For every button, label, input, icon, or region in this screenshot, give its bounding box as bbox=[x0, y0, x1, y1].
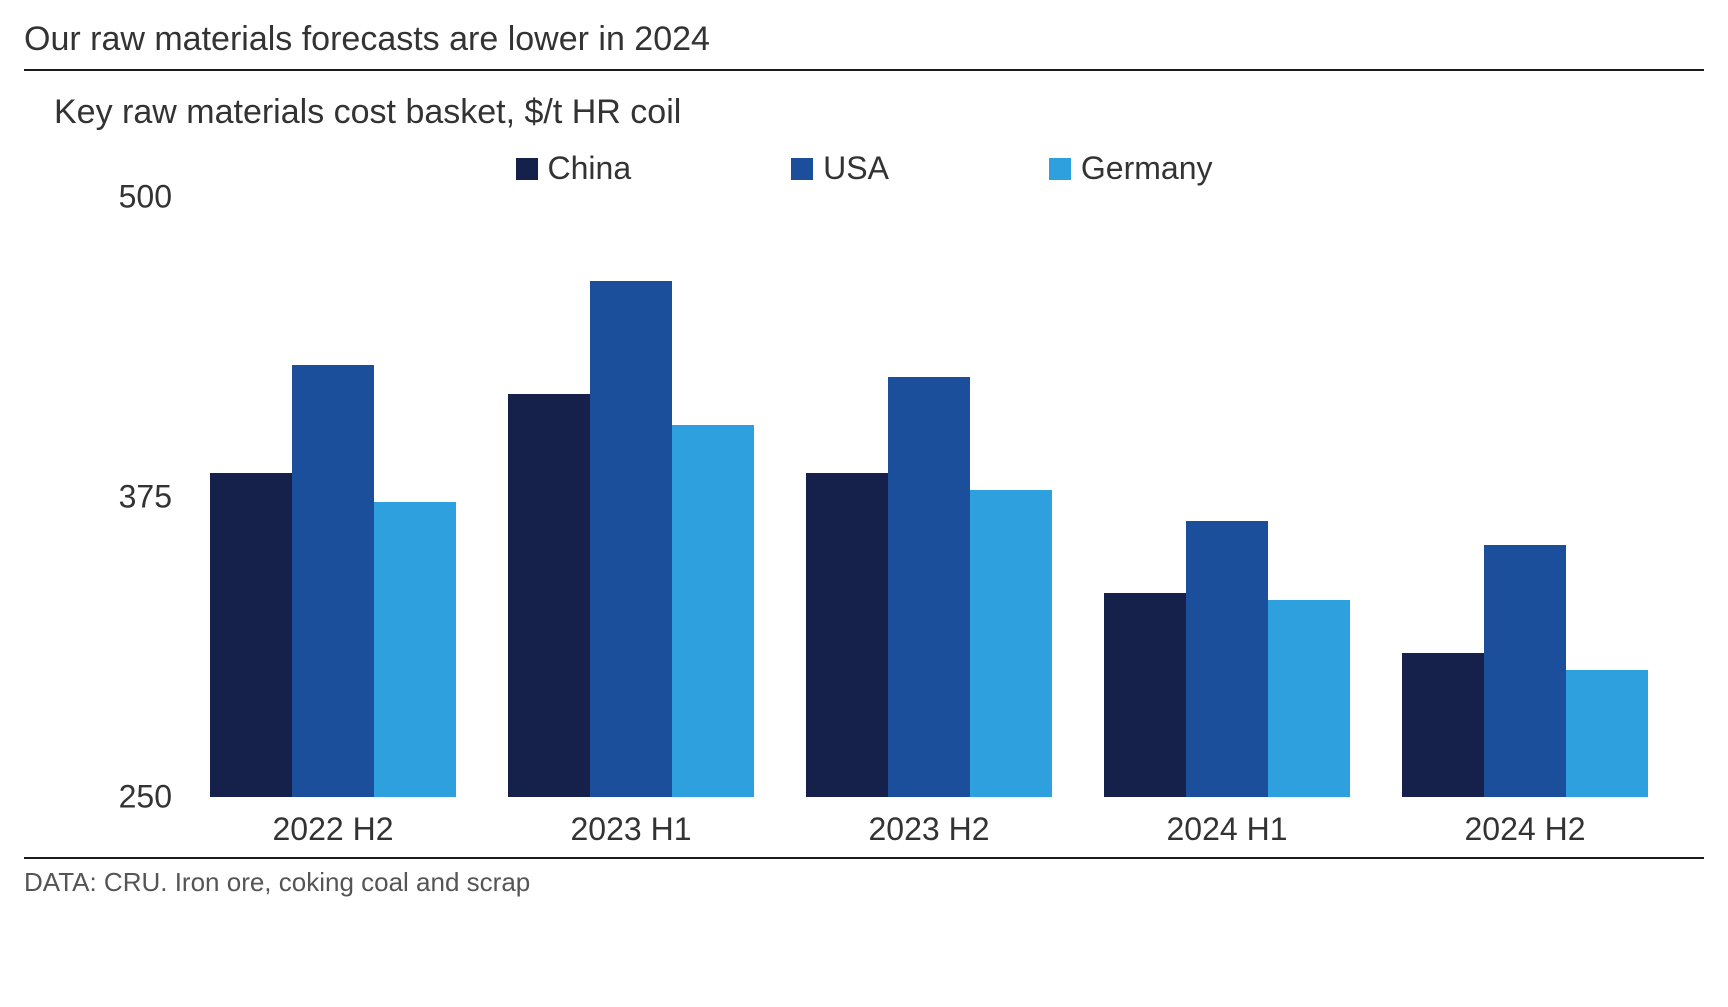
legend-swatch-china bbox=[516, 158, 538, 180]
x-label: 2024 H2 bbox=[1376, 797, 1674, 857]
top-rule bbox=[24, 69, 1704, 71]
legend-item-germany: Germany bbox=[1049, 150, 1213, 187]
legend-label: Germany bbox=[1081, 150, 1213, 187]
bar-groups bbox=[184, 197, 1674, 797]
page-title: Our raw materials forecasts are lower in… bbox=[24, 20, 1704, 69]
bar-china bbox=[210, 473, 292, 797]
bar-group bbox=[482, 197, 780, 797]
bar-group bbox=[184, 197, 482, 797]
plot-area bbox=[184, 197, 1674, 797]
y-tick: 250 bbox=[54, 779, 172, 816]
chart-page: Our raw materials forecasts are lower in… bbox=[0, 0, 1728, 1007]
bar-germany bbox=[672, 425, 754, 797]
data-source-note: DATA: CRU. Iron ore, coking coal and scr… bbox=[24, 859, 1704, 898]
legend-item-china: China bbox=[516, 150, 632, 187]
legend-label: USA bbox=[823, 150, 889, 187]
x-label: 2022 H2 bbox=[184, 797, 482, 857]
bar-china bbox=[1402, 653, 1484, 797]
bar-group bbox=[1376, 197, 1674, 797]
bar-germany bbox=[970, 490, 1052, 797]
bar-usa bbox=[888, 377, 970, 797]
bar-germany bbox=[1268, 600, 1350, 797]
bar-usa bbox=[1484, 545, 1566, 797]
legend-swatch-germany bbox=[1049, 158, 1071, 180]
bar-usa bbox=[292, 365, 374, 797]
x-label: 2023 H2 bbox=[780, 797, 1078, 857]
chart-subtitle: Key raw materials cost basket, $/t HR co… bbox=[54, 93, 1704, 132]
bar-china bbox=[1104, 593, 1186, 797]
bar-group bbox=[1078, 197, 1376, 797]
bar-usa bbox=[1186, 521, 1268, 797]
x-label: 2024 H1 bbox=[1078, 797, 1376, 857]
chart-area: 500 375 250 bbox=[54, 197, 1674, 857]
bar-group bbox=[780, 197, 1078, 797]
bar-china bbox=[508, 394, 590, 797]
bar-china bbox=[806, 473, 888, 797]
bar-germany bbox=[374, 502, 456, 797]
legend-item-usa: USA bbox=[791, 150, 889, 187]
y-tick: 375 bbox=[54, 479, 172, 516]
legend-label: China bbox=[548, 150, 632, 187]
legend: China USA Germany bbox=[24, 150, 1704, 187]
y-tick: 500 bbox=[54, 179, 172, 216]
y-axis: 500 375 250 bbox=[54, 197, 184, 797]
x-label: 2023 H1 bbox=[482, 797, 780, 857]
x-axis: 2022 H2 2023 H1 2023 H2 2024 H1 2024 H2 bbox=[184, 797, 1674, 857]
bar-germany bbox=[1566, 670, 1648, 797]
bar-usa bbox=[590, 281, 672, 797]
legend-swatch-usa bbox=[791, 158, 813, 180]
